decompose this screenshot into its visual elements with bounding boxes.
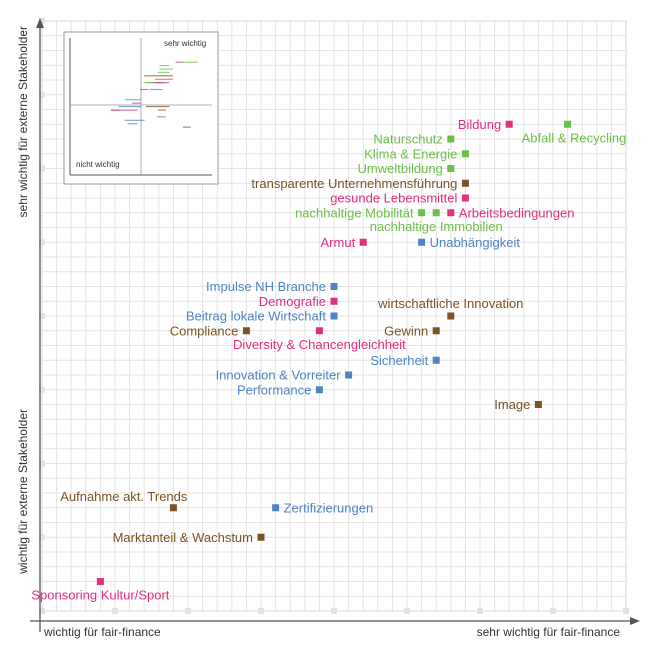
- point-marker-armut: [359, 238, 367, 246]
- point-label-impulse-nh-branche: Impulse NH Branche: [206, 279, 326, 294]
- grid-tick-square: [39, 460, 45, 467]
- point-label-bildung: Bildung: [458, 117, 501, 132]
- point-label-gesunde-lebensmittel: gesunde Lebensmittel: [330, 191, 457, 206]
- point-marker-performance: [315, 386, 323, 394]
- grid-tick-square: [39, 534, 45, 541]
- point-label-diversity-chancengleichheit: Diversity & Chancengleichheit: [233, 337, 406, 352]
- point-label-sponsoring-kultur-sport: Sponsoring Kultur/Sport: [31, 588, 169, 603]
- inset-miniature-marks: [110, 61, 198, 128]
- grid-tick-square: [39, 165, 45, 172]
- x-axis-label-high: sehr wichtig für fair-finance: [477, 625, 621, 639]
- point-marker-demografie: [330, 297, 338, 305]
- point-label-zertifizierungen: Zertifizierungen: [284, 500, 374, 515]
- point-label-image: Image: [494, 397, 530, 412]
- point-marker-diversity-chancengleichheit: [315, 327, 323, 335]
- point-marker-gesunde-lebensmittel: [461, 194, 469, 202]
- point-label-unabhängigkeit: Unabhängigkeit: [430, 235, 521, 250]
- grid-tick-square: [185, 608, 191, 614]
- point-label-demografie: Demografie: [259, 294, 326, 309]
- point-marker-marktanteil-wachstum: [257, 533, 265, 541]
- grid-tick-square: [39, 608, 45, 614]
- grid-tick-square: [39, 91, 45, 98]
- point-marker-sponsoring-kultur-sport: [96, 578, 104, 585]
- point-label-sicherheit: Sicherheit: [370, 353, 428, 368]
- data-points: Bildung Abfall & Recycling NaturschutzKlim…: [31, 117, 626, 603]
- grid-tick-square: [39, 386, 45, 393]
- grid-tick-square: [404, 608, 410, 614]
- point-marker-sicherheit: [432, 356, 440, 364]
- point-label-abfall-recycling: Abfall & Recycling: [522, 130, 627, 145]
- grid-tick-square: [477, 608, 483, 614]
- point-label-klima-energie: Klima & Energie: [364, 146, 457, 161]
- point-marker-transparente-unternehmensführung: [461, 179, 469, 187]
- point-marker-bildung: [505, 120, 513, 128]
- point-label-naturschutz: Naturschutz: [373, 132, 442, 147]
- grid-tick-square: [258, 608, 264, 614]
- point-marker-aufnahme-akt-trends: [169, 504, 177, 512]
- point-label-aufnahme-akt-trends: Aufnahme akt. Trends: [60, 489, 188, 504]
- point-label-transparente-unternehmensführung: transparente Unternehmensführung: [251, 176, 457, 191]
- point-label-innovation-vorreiter: Innovation & Vorreiter: [216, 368, 342, 383]
- point-label-compliance: Compliance: [170, 323, 239, 338]
- point-marker-unabhängigkeit: [418, 238, 426, 246]
- point-label-nachhaltige-mobilität: nachhaltige Mobilität: [295, 205, 414, 220]
- point-label-nachhaltige-immobilien: nachhaltige Immobilien: [370, 219, 503, 234]
- y-axis-label-low: wichtig für externe Stakeholder: [16, 409, 30, 575]
- point-label-umweltbildung: Umweltbildung: [358, 161, 443, 176]
- point-marker-nachhaltige-immobilien: [432, 209, 440, 217]
- point-marker-klima-energie: [461, 150, 469, 158]
- point-marker-abfall-recycling: [564, 120, 572, 128]
- grid-tick-square: [39, 313, 45, 319]
- grid-tick-square: [39, 239, 45, 246]
- point-marker-compliance: [242, 327, 250, 335]
- point-marker-naturschutz: [447, 135, 455, 143]
- point-marker-gewinn: [432, 327, 440, 335]
- inset-label-high: sehr wichtig: [164, 39, 206, 48]
- point-marker-innovation-vorreiter: [345, 371, 353, 379]
- point-marker-wirtschaftliche-innovation: [447, 312, 455, 320]
- x-axis-label-low: wichtig für fair-finance: [43, 625, 161, 639]
- point-marker-zertifizierungen: [272, 504, 280, 512]
- point-marker-umweltbildung: [447, 165, 455, 172]
- point-marker-arbeitsbedingungen: [447, 209, 455, 217]
- point-label-gewinn: Gewinn: [384, 323, 428, 338]
- point-marker-beitrag-lokale-wirtschaft: [330, 312, 338, 320]
- point-label-performance: Performance: [237, 382, 311, 397]
- grid-tick-square: [550, 608, 556, 614]
- inset-overview-plot: sehr wichtig nicht wichtig: [63, 31, 219, 185]
- point-label-beitrag-lokale-wirtschaft: Beitrag lokale Wirtschaft: [186, 309, 327, 324]
- inset-label-low: nicht wichtig: [76, 160, 120, 169]
- grid-tick-square: [331, 608, 337, 614]
- point-label-marktanteil-wachstum: Marktanteil & Wachstum: [113, 530, 253, 545]
- point-label-arbeitsbedingungen: Arbeitsbedingungen: [459, 205, 575, 220]
- grid-tick-square: [623, 608, 629, 614]
- point-label-wirtschaftliche-innovation: wirtschaftliche Innovation: [377, 296, 523, 311]
- y-axis-label-high: sehr wichtig für externe Stakeholder: [16, 26, 30, 217]
- point-marker-image: [534, 401, 542, 408]
- point-marker-impulse-nh-branche: [330, 283, 338, 290]
- point-label-armut: Armut: [321, 235, 356, 250]
- point-marker-nachhaltige-mobilität: [418, 209, 426, 217]
- grid-tick-square: [112, 608, 118, 614]
